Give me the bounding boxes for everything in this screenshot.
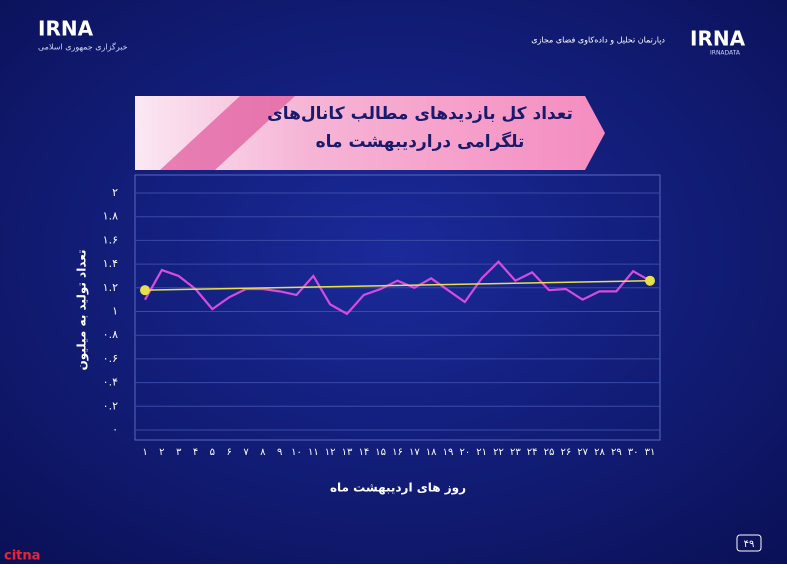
y-tick-label: ۱.۸ <box>103 210 118 223</box>
x-tick-label: ۱۶ <box>392 447 403 458</box>
trend-end <box>140 285 150 296</box>
x-tick-label: ۲۳ <box>510 447 521 458</box>
x-tick-label: ۱۸ <box>426 447 437 458</box>
trend-line <box>144 279 651 291</box>
data-line <box>144 260 651 316</box>
right-logo-sub: IRNADATA <box>710 50 741 57</box>
y-tick-label: ۱.۶ <box>103 233 118 246</box>
x-tick-label: ۲۴ <box>527 447 538 458</box>
x-tick-label: ۴ <box>193 447 198 458</box>
y-tick-label: ۰.۲ <box>103 399 118 412</box>
x-tick-label: ۱۵ <box>375 447 386 458</box>
x-tick-label: ۲۶ <box>560 447 571 458</box>
x-tick-label: ۲۰ <box>459 447 470 458</box>
right-logo: IRNA <box>690 27 746 51</box>
y-tick-label: ۲ <box>112 186 118 199</box>
x-tick-label: ۹ <box>277 447 282 458</box>
y-tick-label: ۰.۶ <box>103 352 118 365</box>
x-tick-label: ۱ <box>142 447 147 458</box>
x-tick-label: ۱۱ <box>308 447 319 458</box>
trend-end <box>645 275 655 286</box>
x-tick-label: ۷ <box>243 447 249 458</box>
left-logo: IRNA <box>38 17 94 41</box>
x-tick-label: ۳۱ <box>645 447 656 458</box>
x-tick-label: ۱۳ <box>342 447 353 458</box>
x-tick-label: ۸ <box>260 447 266 458</box>
title-box: تعداد کل بازدیدهای مطالب کانال‌های تلگرا… <box>267 104 573 152</box>
x-tick-label: ۵ <box>210 447 215 458</box>
x-tick-label: ۱۷ <box>409 447 420 458</box>
right-subtitle: دپارتمان تحلیل و داده‌کاوی فضای مجازی <box>531 36 665 45</box>
x-tick-label: ۱۹ <box>443 447 454 458</box>
x-tick-label: ۱۰ <box>291 447 302 458</box>
y-tick-label: ۱ <box>112 305 118 318</box>
x-tick-label: ۳ <box>176 447 182 458</box>
x-tick-label: ۲ <box>159 447 164 458</box>
page-box <box>736 534 762 552</box>
x-tick-label: ۲۹ <box>611 447 622 458</box>
x-tick-label: ۲۲ <box>493 447 504 458</box>
x-tick-label: ۲۵ <box>544 447 555 458</box>
x-tick-label: ۲۸ <box>594 447 605 458</box>
x-tick-label: ۱۲ <box>325 447 336 458</box>
page-number: ۴۹ <box>744 539 755 550</box>
banner-stripe <box>160 96 295 170</box>
chart-title: تعداد کل بازدیدهای مطالب کانال‌های تلگرا… <box>267 104 573 152</box>
x-tick-label: ۶ <box>226 447 231 458</box>
x-axis-title: روز های اردیبهشت ماه <box>330 481 466 496</box>
x-tick-label: ۱۴ <box>358 447 369 458</box>
y-tick-label: ۰.۸ <box>103 328 118 341</box>
plot-frame <box>134 174 661 441</box>
y-tick-label: ۱.۴ <box>103 257 118 270</box>
y-tick-label: ۰ <box>112 423 118 436</box>
x-tick-label: ۲۱ <box>476 447 487 458</box>
y-axis-title: تعداد تولید به میلیون <box>75 249 90 370</box>
y-tick-label: ۰.۴ <box>103 376 118 389</box>
x-tick-label: ۳۰ <box>628 447 639 458</box>
y-tick-label: ۱.۲ <box>103 281 118 294</box>
x-tick-label: ۲۷ <box>577 447 588 458</box>
left-subtitle: خبرگزاری جمهوری اسلامی <box>38 42 128 52</box>
source-logo: citna <box>4 549 40 564</box>
